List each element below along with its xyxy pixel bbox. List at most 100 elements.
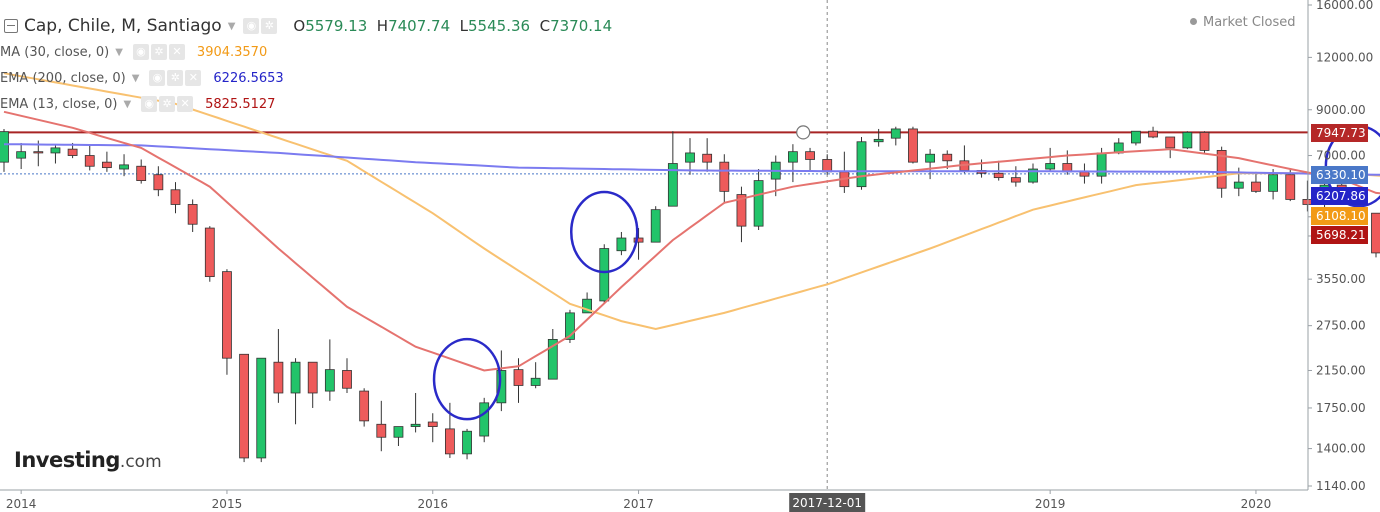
chevron-down-icon[interactable]: ▼ bbox=[115, 46, 123, 58]
candle-body bbox=[342, 370, 352, 389]
candle bbox=[222, 269, 232, 375]
candle-body bbox=[633, 237, 644, 243]
y-tick-label: 16000.00 bbox=[1316, 0, 1373, 12]
candle-body bbox=[1251, 181, 1261, 192]
eye-icon[interactable]: ◉ bbox=[141, 96, 158, 112]
candle-body bbox=[1045, 163, 1056, 170]
candle-body bbox=[84, 155, 95, 167]
candle bbox=[496, 350, 507, 412]
legend-ema13-name: EMA (13, close, 0) bbox=[0, 96, 118, 112]
close-icon[interactable]: ✕ bbox=[168, 44, 185, 60]
resistance-layer bbox=[0, 125, 1308, 175]
annotation-circle bbox=[432, 337, 502, 421]
close-icon[interactable]: ✕ bbox=[177, 96, 194, 112]
resistance-anchor-handle bbox=[796, 125, 811, 140]
candle-body bbox=[16, 151, 27, 159]
price-label-box bbox=[1311, 226, 1368, 244]
close-icon[interactable]: ✕ bbox=[185, 70, 202, 86]
symbol-title[interactable]: Cap, Chile, M, Santiago bbox=[24, 16, 222, 36]
candle bbox=[359, 388, 370, 427]
gear-icon[interactable]: ✲ bbox=[150, 44, 167, 60]
status-dot-icon bbox=[1190, 18, 1197, 25]
candle bbox=[256, 357, 267, 463]
y-tick-label: 1750.00 bbox=[1316, 401, 1366, 415]
candle-body bbox=[204, 227, 215, 278]
low-value: 5545.36 bbox=[468, 17, 531, 35]
candle bbox=[702, 138, 713, 172]
gear-icon[interactable]: ✲ bbox=[261, 18, 278, 34]
candle-body bbox=[719, 161, 730, 192]
high-label: H bbox=[376, 17, 389, 35]
chevron-down-icon[interactable]: ▼ bbox=[227, 20, 236, 32]
x-tick-label: 2019 bbox=[1035, 497, 1066, 511]
open-value: 5579.13 bbox=[305, 17, 368, 35]
candle-body bbox=[50, 147, 61, 154]
logo-brand: Investing bbox=[14, 448, 120, 472]
candle bbox=[427, 413, 438, 443]
price-label-box bbox=[1311, 207, 1368, 225]
legend-ema13[interactable]: EMA (13, close, 0) ▼ ◉ ✲ ✕ 5825.5127 bbox=[0, 94, 275, 114]
low-label: L bbox=[459, 17, 469, 35]
candle bbox=[719, 154, 730, 203]
investing-logo: Investing.com bbox=[14, 448, 162, 472]
candle bbox=[1182, 131, 1193, 150]
candle-body bbox=[273, 361, 284, 394]
ohlc-readout: O5579.13 H7407.74 L5545.36 C7370.14 bbox=[293, 17, 612, 35]
candle bbox=[376, 400, 387, 452]
candle-body bbox=[187, 204, 198, 225]
price-label-box bbox=[1311, 187, 1368, 205]
candle bbox=[307, 361, 318, 408]
annotation-circle bbox=[570, 190, 639, 274]
candle bbox=[650, 206, 661, 243]
candle-body bbox=[873, 138, 884, 143]
chevron-down-icon[interactable]: ▼ bbox=[131, 72, 140, 84]
y-tick-label: 12000.00 bbox=[1316, 50, 1373, 64]
price-label: 6108.10 bbox=[1316, 209, 1366, 223]
legend-ma30[interactable]: MA (30, close, 0) ▼ ◉ ✲ ✕ 3904.3570 bbox=[0, 42, 267, 62]
gear-icon[interactable]: ✲ bbox=[167, 70, 184, 86]
y-tick-label: 9000.00 bbox=[1316, 103, 1366, 117]
candle bbox=[136, 159, 147, 184]
candle-body bbox=[616, 237, 627, 252]
candle bbox=[119, 154, 129, 177]
crosshair-date-box bbox=[789, 493, 866, 512]
candle bbox=[342, 358, 352, 393]
candle bbox=[667, 131, 678, 207]
y-tick-label: 1140.00 bbox=[1316, 479, 1366, 493]
eye-icon[interactable]: ◉ bbox=[132, 44, 149, 60]
candle-body bbox=[993, 172, 1004, 179]
collapse-icon[interactable] bbox=[4, 19, 18, 33]
candle-body bbox=[153, 174, 164, 191]
candle-body bbox=[1216, 149, 1227, 189]
x-tick-label: 2017 bbox=[623, 497, 654, 511]
candle bbox=[1285, 169, 1296, 202]
candle bbox=[1199, 131, 1210, 155]
candle bbox=[324, 339, 335, 401]
legend-ema200-value: 6226.5653 bbox=[213, 70, 284, 86]
candle bbox=[187, 199, 198, 232]
candle bbox=[153, 166, 164, 197]
candle bbox=[393, 426, 404, 447]
candle-body bbox=[1233, 181, 1244, 189]
candle-body bbox=[33, 151, 44, 154]
indicator-line bbox=[3, 110, 1380, 372]
candle-body bbox=[1148, 130, 1158, 138]
candle bbox=[530, 362, 541, 389]
candle-body bbox=[427, 421, 438, 427]
gear-icon[interactable]: ✲ bbox=[159, 96, 176, 112]
y-tick-label: 7000.00 bbox=[1316, 149, 1366, 163]
chevron-down-icon[interactable]: ▼ bbox=[123, 98, 132, 110]
crosshair-date-label: 2017-12-01 bbox=[792, 496, 862, 510]
eye-icon[interactable]: ◉ bbox=[149, 70, 166, 86]
candle-body bbox=[1079, 171, 1090, 177]
chart-title-row: Cap, Chile, M, Santiago ▼ ◉ ✲ O5579.13 H… bbox=[4, 14, 612, 38]
eye-icon[interactable]: ◉ bbox=[243, 18, 260, 34]
candle bbox=[599, 244, 610, 304]
candle bbox=[1010, 166, 1021, 187]
legend-ema200[interactable]: EMA (200, close, 0) ▼ ◉ ✲ ✕ 6226.5653 bbox=[0, 68, 284, 88]
candle-body bbox=[102, 161, 112, 169]
candle-body bbox=[650, 209, 661, 243]
candle bbox=[50, 145, 61, 164]
